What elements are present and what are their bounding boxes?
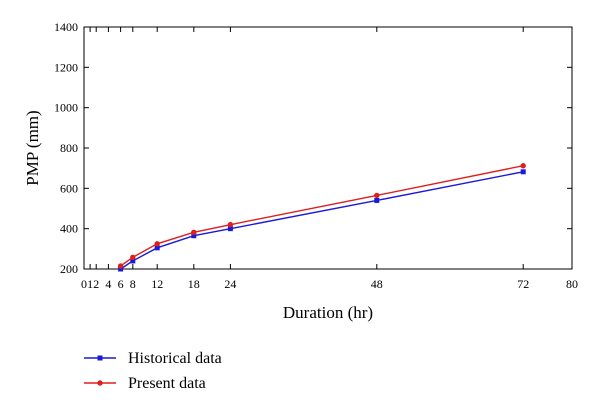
y-tick-label-200: 200: [60, 262, 78, 276]
data-marks: [117, 163, 526, 272]
x-tick-label-0: 0: [81, 277, 87, 291]
point-historical-data-6: [118, 266, 124, 272]
point-present-data-12: [154, 241, 160, 247]
x-tick-label-12: 12: [151, 277, 163, 291]
legend-label-present-data: Present data: [128, 375, 206, 392]
y-tick-label-800: 800: [60, 141, 78, 155]
point-present-data-8: [130, 254, 136, 261]
legend-label-historical-data: Historical data: [128, 350, 222, 367]
y-tick-label-1000: 1000: [54, 101, 78, 115]
point-present-data-72: [520, 163, 526, 169]
point-present-data-24: [227, 221, 234, 228]
x-tick-label-6: 6: [118, 277, 124, 291]
x-tick-label-2: 2: [93, 277, 99, 291]
point-present-data-48: [374, 192, 380, 199]
point-present-data-18: [191, 229, 197, 235]
point-historical-data-18: [191, 233, 197, 239]
x-tick-label-80: 80: [566, 277, 578, 291]
axes: 0 1 2 4 6 8 12 18 24 48 72 802004006008001000120014…: [54, 20, 578, 291]
series-line-historical-data: [120, 171, 524, 270]
x-tick-label-1: 1: [87, 277, 93, 291]
legend-marker-present-data: [97, 380, 103, 386]
y-tick-label-1400: 1400: [54, 20, 78, 34]
point-present-data-6: [117, 263, 124, 269]
point-historical-data-72: [520, 169, 526, 175]
plot-frame: [83, 26, 573, 270]
y-axis-title: PMP (mm): [23, 110, 42, 185]
y-tick-label-600: 600: [60, 181, 78, 195]
point-historical-data-24: [227, 226, 233, 232]
x-tick-label-48: 48: [371, 277, 383, 291]
y-tick-label-1200: 1200: [54, 60, 78, 74]
point-historical-data-48: [374, 197, 380, 203]
point-historical-data-12: [154, 245, 160, 251]
y-tick-label-400: 400: [60, 222, 78, 236]
x-tick-label-72: 72: [517, 277, 529, 291]
x-axis-title: Duration (hr): [283, 303, 373, 322]
x-tick-label-24: 24: [224, 277, 236, 291]
x-tick-label-4: 4: [105, 277, 111, 291]
point-historical-data-8: [130, 258, 136, 264]
series-line-present-data: [120, 165, 524, 267]
x-tick-label-8: 8: [130, 277, 136, 291]
x-tick-label-18: 18: [188, 277, 200, 291]
legend: Historical data Present data: [84, 350, 222, 392]
legend-marker-historical-data: [97, 355, 103, 361]
